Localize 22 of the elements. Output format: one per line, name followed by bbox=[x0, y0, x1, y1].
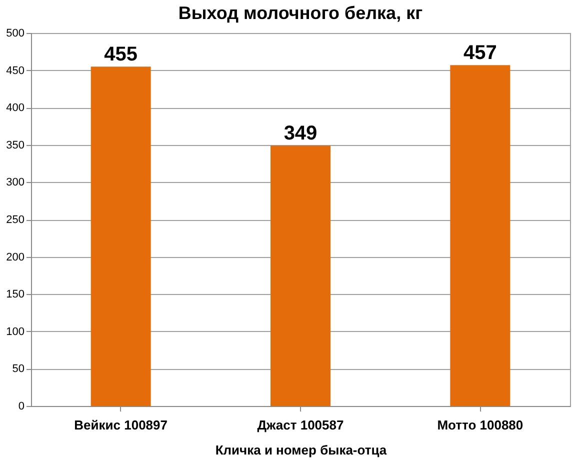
y-tick-label: 100 bbox=[6, 326, 24, 338]
data-label: 455 bbox=[104, 44, 138, 66]
y-tick-label: 250 bbox=[6, 214, 24, 226]
x-tick-label: Мотто 100880 bbox=[437, 418, 524, 432]
bar bbox=[450, 65, 510, 406]
y-tick-label: 300 bbox=[6, 176, 24, 189]
y-tick-label: 500 bbox=[6, 28, 24, 40]
y-tick-label: 350 bbox=[6, 139, 24, 152]
bar bbox=[90, 66, 151, 406]
data-label: 457 bbox=[463, 42, 497, 64]
bar bbox=[270, 146, 330, 406]
y-tick-label: 200 bbox=[6, 251, 24, 264]
chart-title: Выход молочного белка, кг bbox=[178, 3, 424, 23]
y-tick-label: 0 bbox=[18, 400, 24, 412]
x-axis-title: Кличка и номер быка-отца bbox=[215, 442, 388, 458]
x-tick-label: Вейкис 100897 bbox=[74, 418, 168, 432]
y-tick-label: 450 bbox=[6, 64, 24, 77]
x-tick-label: Джаст 100587 bbox=[257, 418, 344, 432]
y-tick-label: 400 bbox=[6, 102, 24, 114]
data-label: 349 bbox=[284, 122, 318, 145]
y-tick-label: 150 bbox=[6, 288, 24, 301]
y-tick-label: 50 bbox=[12, 363, 24, 376]
